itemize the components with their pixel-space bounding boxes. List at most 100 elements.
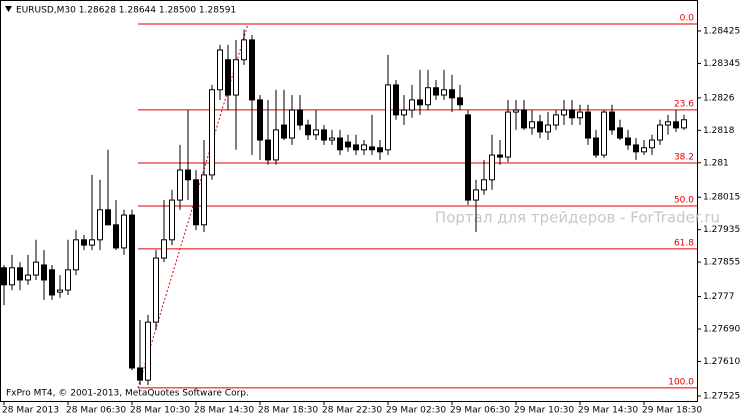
candle-body (209, 89, 215, 176)
y-tick-label: 1.2818 (703, 126, 735, 136)
candle-body (409, 99, 415, 111)
x-tick-label: 28 Mar 22:30 (322, 406, 382, 416)
y-tick-label: 1.28345 (703, 59, 740, 69)
candle-body (513, 109, 519, 113)
candle-body (425, 87, 431, 106)
candle-body (49, 269, 55, 296)
x-tick-label: 28 Mar 2013 (2, 406, 59, 416)
candle-body (353, 144, 359, 151)
candle-body (297, 109, 303, 126)
candle-body (361, 144, 367, 151)
candle-body (233, 59, 239, 96)
candle-body (393, 84, 399, 116)
watermark: Портал для трейдеров - ForTrader.ru (435, 209, 720, 227)
plot-frame (0, 0, 698, 402)
candle-body (481, 179, 487, 191)
candle-body (313, 129, 319, 136)
candle-body (457, 97, 463, 106)
candle-body (369, 146, 375, 151)
x-tick-label: 28 Mar 18:30 (258, 406, 318, 416)
candle-body (265, 139, 271, 161)
candle-body (489, 154, 495, 181)
candle-body (217, 49, 223, 91)
candle-body (289, 109, 295, 139)
candle-body (665, 121, 671, 126)
candle-body (681, 119, 687, 129)
candle-body (377, 147, 383, 153)
candle-body (17, 267, 23, 281)
candle-body (161, 239, 167, 259)
chart-header: EURUSD,M30 1.28628 1.28644 1.28500 1.285… (16, 6, 236, 16)
fib-level-label: 61.8 (674, 238, 694, 248)
candle-body (57, 289, 63, 293)
y-tick-label: 1.27855 (703, 258, 740, 268)
candle-body (673, 121, 679, 129)
candle-body (545, 124, 551, 133)
footer: FxPro MT4, © 2001-2013, MetaQuotes Softw… (6, 389, 249, 399)
candle-body (657, 124, 663, 141)
candle-body (121, 214, 127, 249)
candle-body (465, 114, 471, 201)
candle-body (385, 84, 391, 151)
y-tick-label: 1.27610 (703, 357, 740, 367)
x-tick-label: 29 Mar 14:30 (578, 406, 638, 416)
candle-body (169, 199, 175, 241)
candle-body (569, 109, 575, 119)
fib-level-label: 50.0 (674, 195, 694, 205)
candle-body (473, 189, 479, 201)
y-tick-label: 1.28015 (703, 193, 740, 203)
candle-body (633, 144, 639, 153)
candle-body (145, 321, 151, 381)
candle-body (337, 137, 343, 151)
header-icon (5, 6, 12, 12)
x-tick-label: 28 Mar 10:30 (130, 406, 190, 416)
x-tick-label: 28 Mar 06:30 (66, 406, 126, 416)
candle-body (649, 139, 655, 149)
candle-body (81, 239, 87, 246)
fib-level-label: 100.0 (668, 377, 694, 387)
candle-body (201, 174, 207, 226)
candle-body (593, 137, 599, 156)
candle-body (641, 147, 647, 153)
y-tick-label: 1.27935 (703, 225, 740, 235)
candle-body (553, 114, 559, 126)
candle-body (1, 267, 7, 286)
candle-body (97, 209, 103, 241)
x-tick-label: 29 Mar 18:30 (642, 406, 702, 416)
y-tick-label: 1.2826 (703, 93, 735, 103)
candle-body (41, 264, 47, 281)
candle-body (281, 124, 287, 139)
fib-level-label: 23.6 (674, 99, 694, 109)
candle-body (505, 111, 511, 158)
candle-body (601, 111, 607, 156)
candle-body (185, 169, 191, 181)
x-tick-label: 28 Mar 14:30 (194, 406, 254, 416)
candle-body (617, 127, 623, 139)
candle-body (321, 129, 327, 141)
y-tick-label: 1.281 (703, 158, 729, 168)
y-tick-label: 1.28425 (703, 26, 740, 36)
x-tick-label: 29 Mar 06:30 (450, 406, 510, 416)
candle-body (305, 124, 311, 136)
candle-body (65, 269, 71, 291)
candle-body (497, 154, 503, 158)
candle-body (137, 367, 143, 381)
candle-body (225, 59, 231, 96)
candle-body (241, 39, 247, 61)
y-tick-label: 1.2777 (703, 292, 735, 302)
candle-body (625, 137, 631, 146)
candle-body (529, 121, 535, 129)
candle-body (577, 111, 583, 119)
y-tick-label: 1.27690 (703, 325, 740, 335)
candle-body (537, 121, 543, 133)
candle-body (433, 87, 439, 96)
candle-body (193, 179, 199, 226)
candle-body (561, 109, 567, 116)
candle-body (113, 224, 119, 249)
candle-body (73, 239, 79, 271)
candle-body (249, 39, 255, 101)
candle-body (441, 89, 447, 96)
candle-body (401, 109, 407, 116)
candle-body (449, 89, 455, 99)
